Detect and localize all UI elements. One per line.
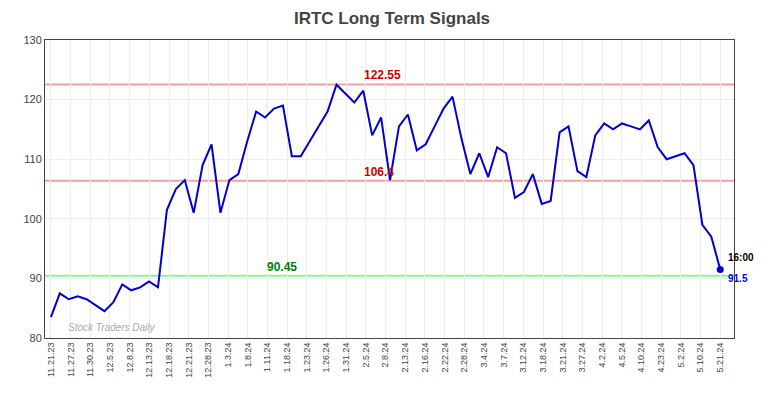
svg-text:Stock Traders Daily: Stock Traders Daily — [68, 322, 156, 333]
svg-text:11.30.23: 11.30.23 — [85, 343, 95, 377]
svg-text:16:00: 16:00 — [728, 252, 754, 263]
svg-text:122.55: 122.55 — [364, 68, 401, 82]
svg-text:1.11.24: 1.11.24 — [262, 343, 272, 372]
svg-text:1.31.24: 1.31.24 — [341, 343, 351, 373]
svg-text:1.23.24: 1.23.24 — [302, 343, 312, 373]
svg-text:12.8.23: 12.8.23 — [125, 343, 135, 373]
svg-text:130: 130 — [23, 34, 41, 46]
svg-text:2.28.24: 2.28.24 — [459, 343, 469, 373]
svg-text:3.4.24: 3.4.24 — [479, 343, 489, 368]
svg-text:5.10.24: 5.10.24 — [695, 343, 705, 373]
svg-text:80: 80 — [30, 332, 42, 344]
svg-text:5.21.24: 5.21.24 — [715, 343, 725, 373]
svg-text:100: 100 — [23, 213, 41, 225]
svg-text:1.26.24: 1.26.24 — [321, 343, 331, 373]
svg-text:4.23.24: 4.23.24 — [656, 343, 666, 373]
svg-text:4.5.24: 4.5.24 — [617, 343, 627, 368]
svg-text:2.13.24: 2.13.24 — [400, 343, 410, 373]
svg-text:106.4: 106.4 — [364, 165, 394, 179]
svg-text:4.2.24: 4.2.24 — [597, 343, 607, 368]
svg-text:1.3.24: 1.3.24 — [223, 343, 233, 368]
svg-text:IRTC Long Term Signals: IRTC Long Term Signals — [294, 9, 490, 28]
svg-text:1.8.24: 1.8.24 — [243, 343, 253, 368]
svg-text:2.22.24: 2.22.24 — [440, 343, 450, 373]
svg-text:3.7.24: 3.7.24 — [499, 343, 509, 368]
svg-text:2.8.24: 2.8.24 — [380, 343, 390, 368]
svg-text:1.18.24: 1.18.24 — [282, 343, 292, 373]
svg-text:110: 110 — [24, 153, 42, 165]
svg-text:11.27.23: 11.27.23 — [66, 343, 76, 377]
svg-text:11.21.23: 11.21.23 — [46, 343, 56, 377]
svg-text:12.13.23: 12.13.23 — [144, 343, 154, 378]
svg-text:3.21.24: 3.21.24 — [558, 343, 568, 373]
svg-text:2.5.24: 2.5.24 — [361, 343, 371, 368]
svg-text:90: 90 — [30, 272, 42, 284]
svg-text:3.18.24: 3.18.24 — [538, 343, 548, 373]
svg-text:3.12.24: 3.12.24 — [518, 343, 528, 373]
svg-text:120: 120 — [23, 93, 41, 105]
svg-text:5.2.24: 5.2.24 — [676, 343, 686, 368]
svg-text:90.45: 90.45 — [267, 260, 297, 274]
svg-text:12.21.23: 12.21.23 — [184, 343, 194, 378]
svg-text:4.10.24: 4.10.24 — [636, 343, 646, 373]
svg-text:3.27.24: 3.27.24 — [577, 343, 587, 373]
svg-text:12.5.23: 12.5.23 — [105, 343, 115, 373]
svg-text:91.5: 91.5 — [728, 273, 748, 284]
svg-text:12.28.23: 12.28.23 — [203, 343, 213, 378]
svg-text:12.18.23: 12.18.23 — [164, 343, 174, 378]
svg-text:2.16.24: 2.16.24 — [420, 343, 430, 373]
